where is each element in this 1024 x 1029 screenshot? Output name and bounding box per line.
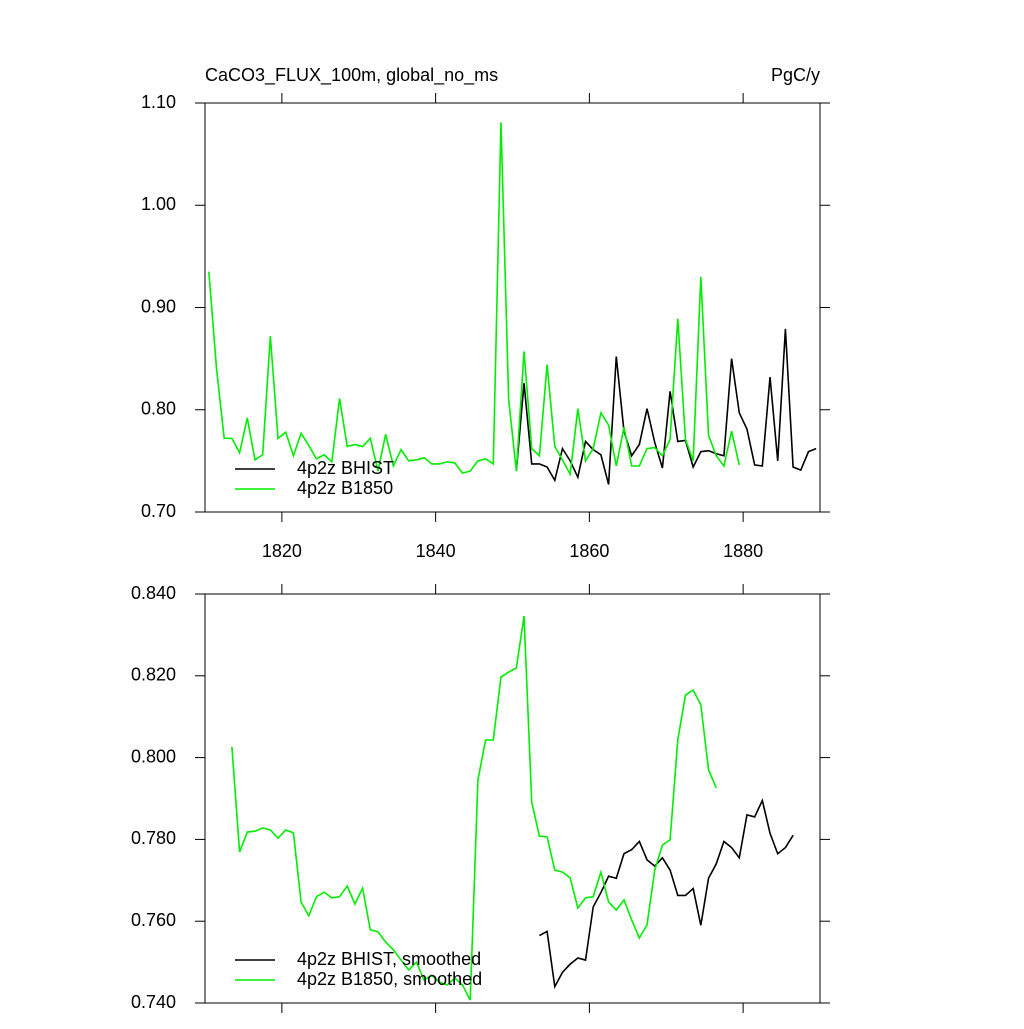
plot-frame bbox=[204, 593, 821, 1004]
y-tick-label: 0.760 bbox=[131, 910, 176, 930]
series-line bbox=[208, 122, 741, 477]
y-tick-label: 1.00 bbox=[141, 194, 176, 214]
y-tick-label: 0.740 bbox=[131, 992, 176, 1012]
y-tick-label: 0.840 bbox=[131, 583, 176, 603]
legend-label: 4p2z B1850 bbox=[297, 478, 393, 498]
y-tick-label: 0.70 bbox=[141, 501, 176, 521]
x-tick-label: 1880 bbox=[723, 541, 763, 561]
y-tick-label: 0.820 bbox=[131, 665, 176, 685]
y-tick-label: 0.80 bbox=[141, 399, 176, 419]
units-label: PgC/y bbox=[771, 65, 820, 85]
series-line bbox=[539, 798, 794, 990]
series-line bbox=[231, 615, 717, 1001]
chart-title: CaCO3_FLUX_100m, global_no_ms bbox=[205, 65, 498, 86]
x-tick-label: 1860 bbox=[569, 541, 609, 561]
legend-label: 4p2z BHIST bbox=[297, 458, 394, 478]
y-tick-label: 0.800 bbox=[131, 746, 176, 766]
x-tick-label: 1820 bbox=[262, 541, 302, 561]
y-tick-label: 1.10 bbox=[141, 92, 176, 112]
y-tick-label: 0.780 bbox=[131, 828, 176, 848]
y-tick-label: 0.90 bbox=[141, 296, 176, 316]
series-line bbox=[515, 328, 817, 485]
x-tick-label: 1840 bbox=[416, 541, 456, 561]
legend-label: 4p2z B1850, smoothed bbox=[297, 969, 482, 989]
legend-label: 4p2z BHIST, smoothed bbox=[297, 949, 481, 969]
